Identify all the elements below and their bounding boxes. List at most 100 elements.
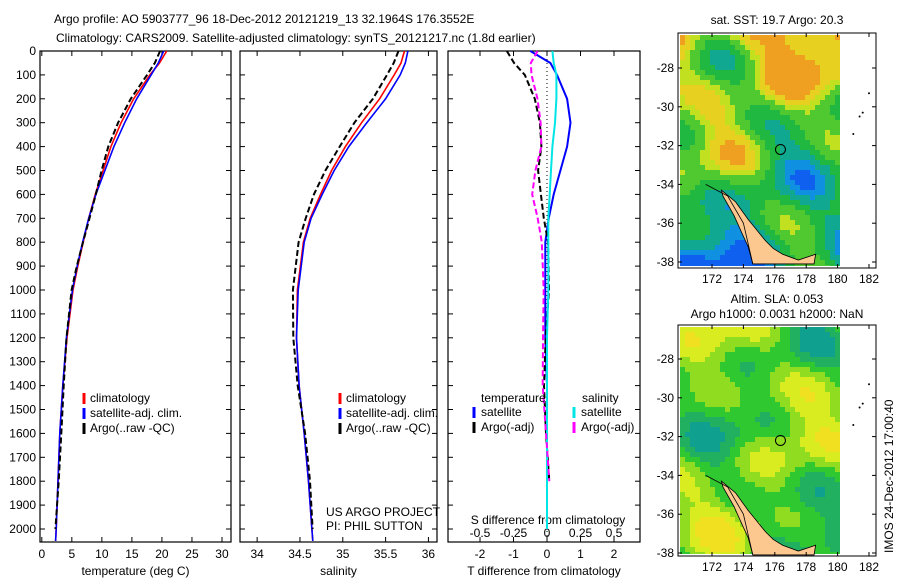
map-cell xyxy=(685,472,690,477)
map-cell xyxy=(700,462,705,467)
map-cell xyxy=(795,517,800,522)
map-cell xyxy=(715,85,720,90)
map-cell xyxy=(735,180,740,185)
map-cell xyxy=(825,170,830,175)
map-cell xyxy=(820,140,825,145)
map-cell xyxy=(835,452,840,457)
map-cell xyxy=(785,462,790,467)
map-cell xyxy=(785,467,790,472)
map-cell xyxy=(770,215,775,220)
map-cell xyxy=(730,382,735,387)
map-cell xyxy=(690,60,695,65)
map-cell xyxy=(815,200,820,205)
map-cell xyxy=(725,155,730,160)
map-cell xyxy=(765,55,770,60)
map-cell xyxy=(760,185,765,190)
map-cell xyxy=(760,40,765,45)
x-tick-label: 35.5 xyxy=(374,547,398,561)
map-cell xyxy=(710,467,715,472)
island xyxy=(861,402,864,405)
map-cell xyxy=(725,467,730,472)
map-cell xyxy=(725,522,730,527)
map-cell xyxy=(820,342,825,347)
map-cell xyxy=(700,432,705,437)
map-cell xyxy=(680,467,685,472)
map-cell xyxy=(780,220,785,225)
map-cell xyxy=(795,110,800,115)
map-cell xyxy=(790,422,795,427)
map-cell xyxy=(750,105,755,110)
map-cell xyxy=(815,527,820,532)
map-cell xyxy=(700,422,705,427)
map-cell xyxy=(790,250,795,255)
map-cell xyxy=(835,210,840,215)
y-tick-label: -32 xyxy=(657,139,675,153)
map-cell xyxy=(805,100,810,105)
map-cell xyxy=(750,457,755,462)
map-cell xyxy=(760,392,765,397)
map-cell xyxy=(800,487,805,492)
map-cell xyxy=(820,100,825,105)
map-cell xyxy=(740,542,745,547)
map-cell xyxy=(820,245,825,250)
map-cell xyxy=(740,75,745,80)
map-cell xyxy=(825,372,830,377)
legend-label: climatology xyxy=(90,391,150,405)
map-cell xyxy=(830,190,835,195)
map-cell xyxy=(710,95,715,100)
map-cell xyxy=(745,337,750,342)
y-tick-label: 1900 xyxy=(9,498,36,512)
map-cell xyxy=(690,357,695,362)
map-cell xyxy=(770,427,775,432)
map-cell xyxy=(695,482,700,487)
map-cell xyxy=(760,407,765,412)
map-cell xyxy=(785,160,790,165)
map-cell xyxy=(710,377,715,382)
map-cell xyxy=(715,377,720,382)
map-cell xyxy=(830,120,835,125)
map-cell xyxy=(750,397,755,402)
map-cell xyxy=(725,225,730,230)
map-cell xyxy=(820,80,825,85)
map-cell xyxy=(710,387,715,392)
map-cell xyxy=(835,75,840,80)
map-cell xyxy=(700,467,705,472)
map-cell xyxy=(775,170,780,175)
map-cell xyxy=(710,427,715,432)
map-cell xyxy=(685,342,690,347)
map-cell xyxy=(720,215,725,220)
map-cell xyxy=(795,447,800,452)
map-cell xyxy=(750,382,755,387)
map-cell xyxy=(805,442,810,447)
map-cell xyxy=(710,472,715,477)
legend-title: salinity xyxy=(582,391,619,405)
map-cell xyxy=(790,352,795,357)
map-cell xyxy=(815,477,820,482)
map-cell xyxy=(775,427,780,432)
x-tick-label: 182 xyxy=(859,272,879,286)
map-cell xyxy=(695,245,700,250)
map-cell xyxy=(760,205,765,210)
map-cell xyxy=(835,170,840,175)
map-cell xyxy=(740,527,745,532)
map-cell xyxy=(745,552,750,554)
map-cell xyxy=(815,327,820,332)
map-cell xyxy=(720,175,725,180)
map-cell xyxy=(705,522,710,527)
map-cell xyxy=(680,432,685,437)
map-cell xyxy=(715,140,720,145)
map-cell xyxy=(710,90,715,95)
x-tick-label: 10 xyxy=(95,547,109,561)
map-cell xyxy=(780,200,785,205)
y-tick-label: -38 xyxy=(657,255,675,269)
map-cell xyxy=(810,512,815,517)
map-cell xyxy=(695,175,700,180)
map-cell xyxy=(705,220,710,225)
map-cell xyxy=(765,50,770,55)
sla-map-title-2: Argo h1000: 0.0031 h2000: NaN xyxy=(691,307,864,321)
map-cell xyxy=(695,342,700,347)
map-cell xyxy=(720,442,725,447)
map-cell xyxy=(770,90,775,95)
map-cell xyxy=(690,35,695,40)
map-cell xyxy=(780,417,785,422)
